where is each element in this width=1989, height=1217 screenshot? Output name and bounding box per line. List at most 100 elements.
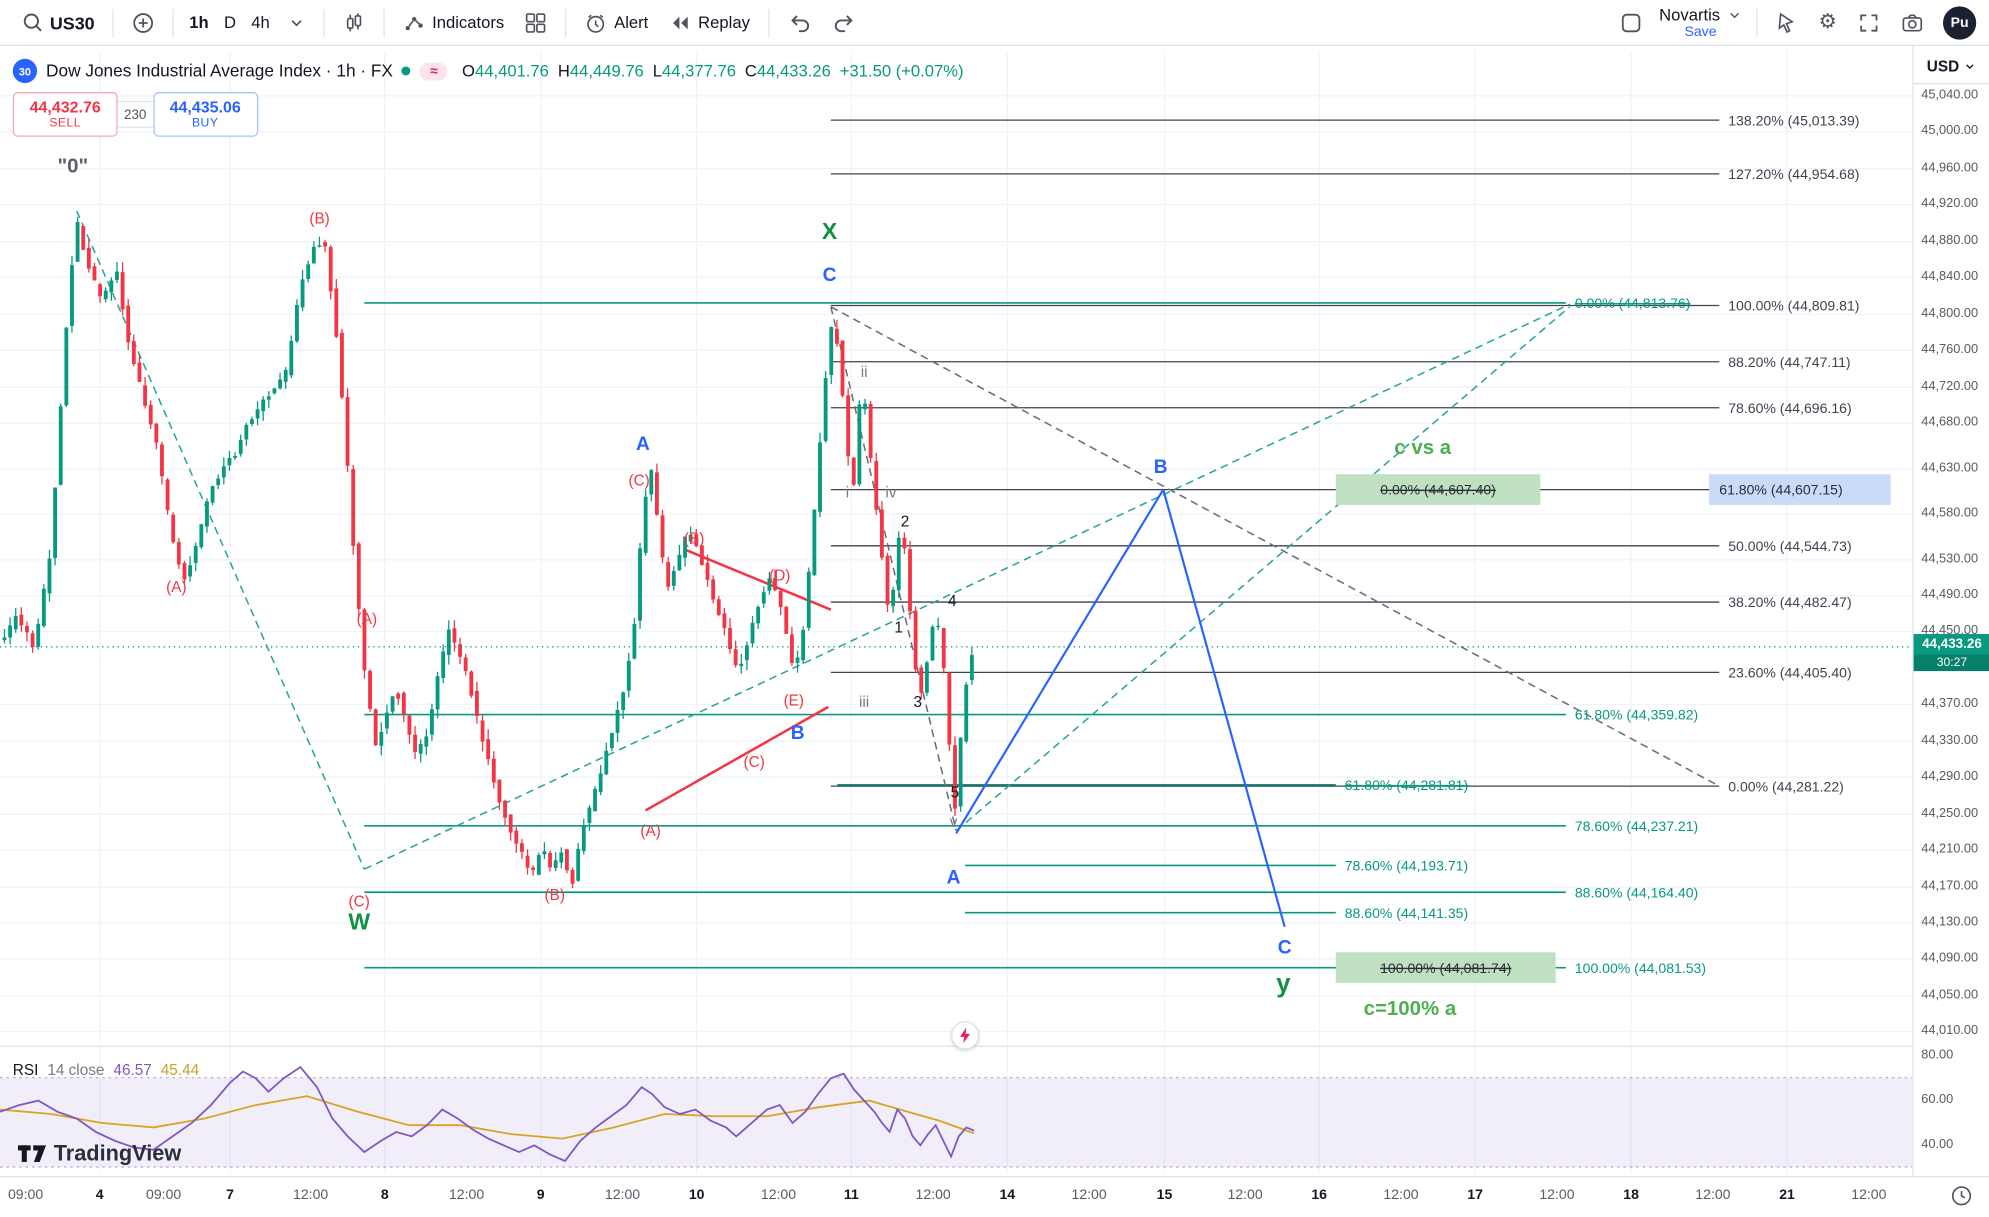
svg-text:(B): (B) [309,211,329,228]
time-axis-label: 8 [380,1187,389,1203]
time-axis-label: 21 [1779,1187,1795,1203]
fullscreen-button[interactable] [1848,6,1889,39]
low-value: 44,377.76 [662,61,736,81]
time-axis-label: 09:00 [7,1187,44,1203]
time-axis-label: 4 [95,1187,104,1203]
add-symbol-button[interactable] [123,6,164,39]
price-scale-label: 44,330.00 [1921,733,1979,748]
symbol-search-button[interactable]: US30 [13,6,104,38]
rsi-scale-label: 40.00 [1921,1137,1954,1152]
timeframe-menu-button[interactable] [279,8,315,36]
svg-text:A: A [947,867,961,888]
close-value: 44,433.26 [756,61,831,81]
price-scale-label: 44,960.00 [1921,161,1979,176]
buy-button[interactable]: 44,435.06 BUY [152,92,258,137]
rsi-scale-label: 80.00 [1921,1048,1954,1063]
timeframe-1d-button[interactable]: D [218,8,243,37]
price-scale-label: 44,720.00 [1921,379,1979,394]
indicators-button[interactable]: Indicators [394,6,513,39]
sell-button[interactable]: 44,432.76 SELL [12,92,118,137]
price-scale-label: 44,760.00 [1921,342,1979,357]
price-scale-label: 44,630.00 [1921,461,1979,476]
svg-text:(A): (A) [357,611,377,628]
delayed-data-badge[interactable]: ≈ [419,61,448,80]
replay-button[interactable]: Replay [660,6,759,39]
save-button[interactable]: Save [1684,24,1717,40]
current-price-value: 44,433.26 [1913,634,1989,655]
rsi-indicator-header[interactable]: RSI 14 close 46.57 45.44 [13,1061,199,1079]
time-axis-label: 7 [226,1187,235,1203]
chevron-down-icon [1965,64,1974,70]
undo-button[interactable] [778,5,820,40]
settings-button[interactable]: ⚙ [1810,7,1846,38]
high-value: 44,449.76 [569,61,644,81]
quick-search-button[interactable] [1766,6,1807,39]
svg-text:"0": "0" [57,155,88,178]
time-axis-label: 12:00 [1383,1187,1419,1203]
pane-separator[interactable] [0,1045,1989,1047]
svg-text:100.00% (44,809.81): 100.00% (44,809.81) [1728,298,1859,314]
price-scale[interactable]: USD 45,040.00 45,000.00 44,960.00 44,920.00… [1912,46,1989,1177]
session-clock-button[interactable] [1949,1184,1973,1212]
current-price-badge: 44,433.26 30:27 [1913,634,1989,672]
price-scale-label: 44,680.00 [1921,415,1979,430]
multi-layout-button[interactable] [516,6,557,39]
toolbar-divider [172,8,174,37]
trading-panel: 44,432.76 SELL 230 44,435.06 BUY [12,92,258,137]
svg-text:(C): (C) [349,893,370,910]
time-axis-label: 12:00 [1071,1187,1107,1203]
search-icon [23,13,42,32]
price-scale-label: 44,840.00 [1921,269,1979,284]
svg-text:38.20% (44,482.47): 38.20% (44,482.47) [1728,594,1851,610]
rsi-band [0,1076,1913,1168]
price-scale-label: 44,490.00 [1921,588,1979,603]
indicators-label: Indicators [432,12,505,32]
svg-text:61.80% (44,359.82): 61.80% (44,359.82) [1575,707,1698,723]
buy-label: BUY [191,116,219,131]
symbol-info-bar: 30 Dow Jones Industrial Average Index · … [12,58,964,84]
toolbar-divider [112,8,114,37]
svg-text:78.60% (44,193.71): 78.60% (44,193.71) [1345,858,1468,874]
alert-button[interactable]: Alert [576,6,657,39]
chart-canvas[interactable]: 0.00% (44,607.40) 100.00% (44,081.74) 61.8… [0,0,1913,1176]
price-scale-label: 44,920.00 [1921,196,1979,211]
sell-price: 44,432.76 [29,98,101,117]
flash-button[interactable] [951,1021,980,1050]
layout-name-button[interactable]: Novartis [1654,5,1747,24]
svg-text:B: B [1154,457,1168,478]
time-axis-label: 16 [1311,1187,1328,1203]
user-avatar[interactable]: Pu [1942,5,1977,39]
chart-style-button[interactable] [334,6,375,39]
fullscreen-icon [1860,13,1878,31]
time-axis[interactable]: 09:00 4 09:00 7 12:00 8 12:00 9 12:00 10 12:00 11 12… [0,1176,1989,1217]
currency-selector[interactable]: USD [1913,50,1989,85]
open-value: 44,401.76 [474,61,549,81]
redo-button[interactable] [823,5,865,40]
svg-text:5: 5 [951,785,960,802]
layout-name-label: Novartis [1659,5,1721,25]
price-scale-label: 44,210.00 [1921,842,1979,857]
sell-label: SELL [49,116,82,131]
price-scale-label: 45,040.00 [1921,88,1979,103]
select-layout-checkbox[interactable] [1611,6,1652,39]
fib-labels: 138.20% (45,013.39) 127.20% (44,954.68) 10… [1345,112,1860,975]
screenshot-button[interactable] [1892,6,1933,39]
svg-text:23.60% (44,405.40): 23.60% (44,405.40) [1728,664,1851,680]
timeframe-1h-button[interactable]: 1h [183,8,215,37]
replay-icon [673,15,688,29]
indicators-icon [405,16,423,30]
symbol-title[interactable]: Dow Jones Industrial Average Index · 1h … [46,61,393,81]
highlight-boxes: 0.00% (44,607.40) 100.00% (44,081.74) 61.8… [1335,474,1891,983]
svg-text:61.80% (44,607.15): 61.80% (44,607.15) [1719,482,1842,498]
tradingview-logo[interactable]: TradingView [17,1142,181,1168]
svg-text:88.60% (44,164.40): 88.60% (44,164.40) [1575,884,1698,900]
ohlc-values: O44,401.76 H44,449.76 L44,377.76 C44,433… [462,61,964,80]
price-scale-label: 44,010.00 [1921,1023,1979,1038]
magic-cursor-icon [1777,11,1794,33]
time-axis-label: 12:00 [293,1187,329,1203]
timeframe-4h-button[interactable]: 4h [245,8,276,37]
spread-value: 230 [117,100,153,128]
svg-text:3: 3 [914,694,923,711]
layout-selector[interactable]: Novartis Save [1654,5,1747,40]
currency-label: USD [1926,57,1960,76]
